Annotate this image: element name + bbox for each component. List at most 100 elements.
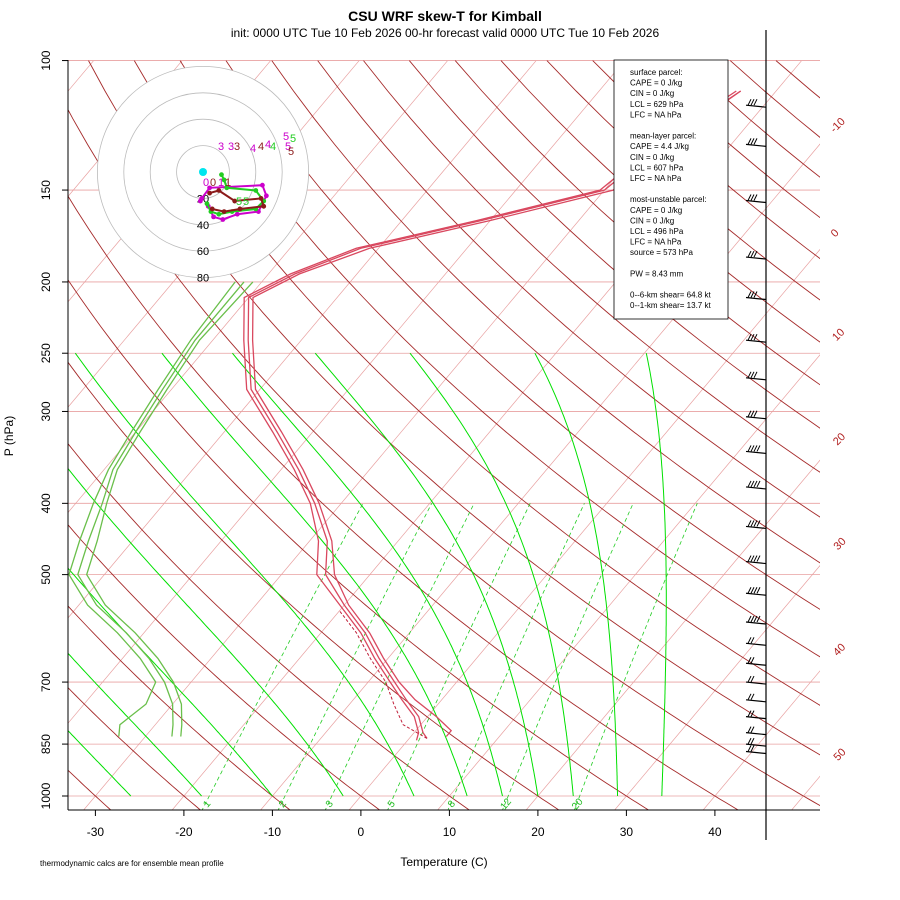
wind-barb-shaft [745, 143, 767, 147]
hodograph-trace [209, 189, 266, 213]
wind-barb-feather [750, 250, 755, 258]
temperature-line [247, 90, 742, 739]
wind-barb-shaft [745, 743, 767, 747]
temperature-line [251, 90, 742, 737]
hodograph-point [211, 214, 216, 220]
hodograph-height-label: 5 [285, 141, 291, 153]
x-tick-label: 20 [531, 825, 545, 839]
info-line: mean-layer parcel: [630, 132, 696, 141]
wind-barb-shaft [745, 339, 767, 343]
wind-barb [745, 555, 767, 565]
isotherm-line [348, 248, 820, 810]
wind-barb [745, 410, 767, 420]
dry-adiabat-line [68, 195, 739, 810]
wind-barb [745, 657, 767, 666]
info-line: LFC = NA hPa [630, 174, 682, 183]
hodograph-ring [149, 118, 257, 226]
wind-barb-feather [747, 194, 752, 201]
wind-barb-feather [750, 138, 755, 145]
info-line: CAPE = 0 J/kg [630, 79, 682, 88]
dry-adiabat-line [454, 60, 820, 386]
info-line: 0--6-km shear= 64.8 kt [630, 291, 711, 300]
isotherm-line [83, 60, 714, 810]
hodograph-height-label: 3 [228, 141, 234, 153]
dry-adiabat-line [68, 361, 560, 810]
hodograph-height-label: 5 [283, 131, 289, 143]
wind-barb-shaft [745, 416, 767, 420]
y-tick-label: 400 [39, 493, 53, 513]
info-line: LCL = 607 hPa [630, 163, 684, 172]
mixing-ratio-line [201, 503, 364, 810]
wind-barb-feather [747, 737, 752, 745]
temperature-line [243, 90, 737, 741]
isotherm-label: 10 [830, 326, 847, 343]
wind-barb [745, 333, 767, 343]
wind-barb-feather [750, 194, 755, 201]
y-tick-label: 850 [39, 734, 53, 754]
wind-barb-feather [756, 615, 761, 623]
hodograph-point [260, 182, 265, 188]
y-tick-label: 200 [39, 272, 53, 292]
hodograph-height-label: 4 [270, 141, 276, 153]
hodograph-trace [206, 174, 266, 216]
isotherm-line [68, 60, 448, 514]
mixing-ratio-line [447, 503, 585, 810]
moist-adiabat-line [409, 352, 574, 797]
x-tick-label: -20 [175, 825, 193, 839]
wind-barb-feather [750, 637, 755, 644]
wind-barb-feather [750, 410, 755, 417]
hodograph-height-label: 1 [218, 177, 224, 189]
moist-adiabat-line [74, 352, 415, 797]
wind-barb [745, 637, 767, 646]
wind-barb-feather [750, 520, 755, 527]
hodograph-point [221, 209, 227, 215]
wind-barb-feather [747, 98, 752, 106]
info-line: LCL = 629 hPa [630, 100, 684, 109]
hodograph-height-label: 3 [218, 141, 224, 153]
x-tick-label: -30 [87, 825, 105, 839]
wind-barb-feather [750, 291, 755, 298]
dry-adiabat-line [179, 60, 820, 658]
mixing-ratio-line [324, 503, 475, 810]
wind-barb-feather [750, 480, 755, 488]
isotherm-labels: -10 0 10 20 30 40 50 [828, 116, 849, 764]
dry-adiabat-line [317, 60, 820, 518]
info-line: source = 573 hPa [630, 248, 693, 257]
wind-barb-feather [747, 555, 752, 562]
wind-barb-feather [753, 291, 758, 298]
wind-barb-feather [747, 637, 752, 644]
dewpoint-line [77, 281, 245, 737]
hodograph-point [204, 201, 210, 207]
y-tick-label: 250 [39, 343, 53, 363]
wind-barbs [745, 98, 767, 755]
hodograph-height-label: 3 [234, 141, 240, 153]
wind-barb-shaft [745, 104, 767, 108]
info-line: LFC = NA hPa [630, 110, 682, 119]
wind-barb-feather [747, 410, 752, 417]
mixing-ratio-line [387, 503, 531, 810]
x-tick-label: 30 [620, 825, 634, 839]
hodograph-height-label: 1 [225, 177, 231, 189]
y-tick-label: 700 [39, 672, 53, 692]
wind-barb-feather [747, 675, 752, 683]
hodograph-point [232, 198, 238, 204]
wind-barb-shaft [745, 450, 767, 455]
moist-adiabat-line [645, 353, 667, 797]
wind-barb [745, 98, 767, 108]
hodograph-point [237, 206, 243, 212]
isotherm-label: 20 [831, 431, 848, 448]
moist-adiabat-line [68, 467, 344, 797]
wind-barb [745, 615, 767, 625]
wind-barb [745, 675, 767, 685]
wind-barb-feather [750, 371, 755, 379]
wind-barb [745, 737, 767, 747]
mixing-ratio-lines [201, 503, 698, 810]
hodograph-point [207, 190, 213, 196]
wind-barb-feather [750, 710, 755, 717]
wind-barb-shaft [745, 642, 767, 646]
hodograph-point [234, 211, 240, 217]
wind-barb-shaft [745, 486, 767, 490]
moist-adiabat-line [68, 729, 132, 797]
wind-barb-feather [750, 98, 755, 106]
info-line: CIN = 0 J/kg [630, 153, 674, 162]
